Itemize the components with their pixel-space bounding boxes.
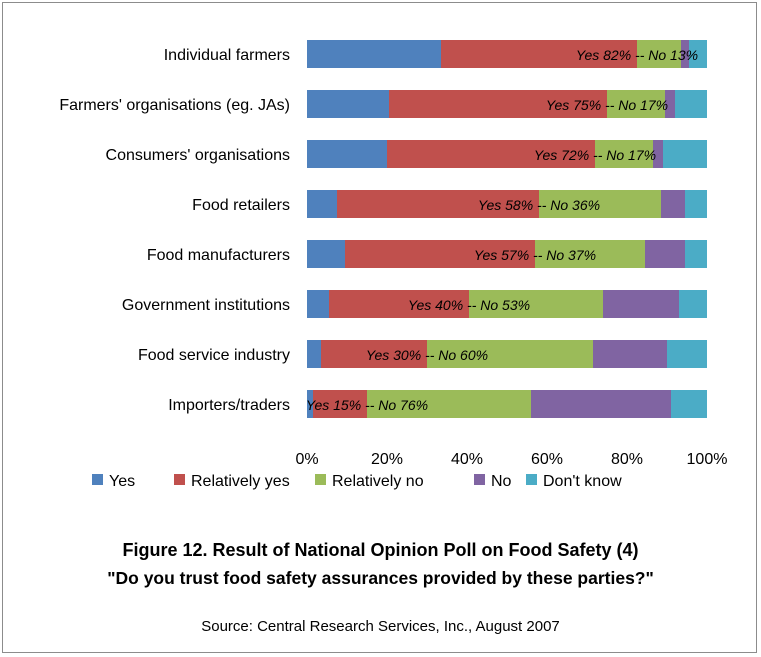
bar-segment [671, 390, 707, 418]
bar-annotation: Yes 75% -- No 17% [546, 97, 668, 113]
bar-segment [607, 90, 665, 118]
bar-segment [637, 40, 681, 68]
bar-segment [307, 140, 387, 168]
x-axis-ticks: 0% 20% 40% 60% 80% 100% [295, 451, 727, 468]
bar-segment [535, 240, 645, 268]
bar-segment [389, 90, 607, 118]
bar-segment [469, 290, 603, 318]
bar-segment [665, 90, 675, 118]
legend-swatch [526, 474, 537, 485]
bar-segment [307, 190, 337, 218]
annotations-layer: Yes 82% -- No 13% Yes 75% -- No 17% Yes 72… [306, 47, 698, 413]
chart-source: Source: Central Research Services, Inc.,… [201, 618, 560, 635]
chart-subtitle: "Do you trust food safety assurances pro… [107, 568, 654, 588]
bar-segment [681, 40, 689, 68]
legend-swatch [174, 474, 185, 485]
bar-segment [675, 90, 707, 118]
bar-annotation: Yes 72% -- No 17% [534, 147, 656, 163]
bar-segment [539, 190, 661, 218]
bar-segment [595, 140, 653, 168]
category-label: Consumers' organisations [106, 147, 290, 164]
bar-segment [307, 290, 329, 318]
x-tick-label: 20% [371, 451, 403, 468]
legend-swatch [92, 474, 103, 485]
bar-annotation: Yes 82% -- No 13% [576, 47, 698, 63]
bar-segment [329, 290, 469, 318]
legend-swatch [474, 474, 485, 485]
x-tick-label: 80% [611, 451, 643, 468]
category-labels: Individual farmers Farmers' organisations… [59, 47, 290, 414]
bar-segment [307, 40, 441, 68]
bar-segment [441, 40, 637, 68]
bar-segment [313, 390, 367, 418]
bar-segment [531, 390, 671, 418]
category-label: Food manufacturers [147, 247, 290, 264]
bar-segment [603, 290, 679, 318]
x-tick-label: 60% [531, 451, 563, 468]
x-tick-label: 40% [451, 451, 483, 468]
bar-annotation: Yes 15% -- No 76% [306, 397, 428, 413]
bar-annotation: Yes 40% -- No 53% [408, 297, 530, 313]
legend-label: No [491, 473, 512, 490]
legend-swatch [315, 474, 326, 485]
bar-segment [663, 140, 707, 168]
legend-label: Yes [109, 473, 135, 490]
bar-segment [679, 290, 707, 318]
bar-segment [367, 390, 531, 418]
category-label: Importers/traders [168, 397, 290, 414]
chart-title-text: Figure 12. Result of National Opinion Po… [122, 540, 639, 560]
category-label: Food retailers [192, 197, 290, 214]
bar-segment [337, 190, 539, 218]
category-label: Farmers' organisations (eg. JAs) [59, 97, 290, 114]
bar-segment [307, 340, 321, 368]
category-label: Food service industry [138, 347, 290, 364]
category-label: Government institutions [122, 297, 290, 314]
bar-segment [321, 340, 427, 368]
bar-annotation: Yes 57% -- No 37% [474, 247, 596, 263]
bar-segment [667, 340, 707, 368]
legend-label: Relatively no [332, 473, 424, 490]
bar-segment [645, 240, 685, 268]
x-tick-label: 100% [687, 451, 728, 468]
bar-segment [661, 190, 685, 218]
bar-segment [307, 240, 345, 268]
stacked-bar-chart: Individual farmers Farmers' organisations… [59, 40, 727, 490]
x-tick-label: 0% [295, 451, 318, 468]
category-label: Individual farmers [164, 47, 290, 64]
bar-segment [345, 240, 535, 268]
bar-segment [685, 240, 707, 268]
bar-annotation: Yes 58% -- No 36% [478, 197, 600, 213]
bar-annotation: Yes 30% -- No 60% [366, 347, 488, 363]
bar-segment [685, 190, 707, 218]
bar-segment [387, 140, 595, 168]
legend-label: Relatively yes [191, 473, 290, 490]
bar-segment [593, 340, 667, 368]
bar-segment [307, 90, 389, 118]
bar-segment [689, 40, 707, 68]
legend: Yes Relatively yes Relatively no No Don't kn… [92, 473, 622, 490]
bar-segment [427, 340, 593, 368]
bar-segment [653, 140, 663, 168]
legend-label: Don't know [543, 473, 622, 490]
bar-segment [307, 390, 313, 418]
bars-layer [307, 40, 707, 418]
